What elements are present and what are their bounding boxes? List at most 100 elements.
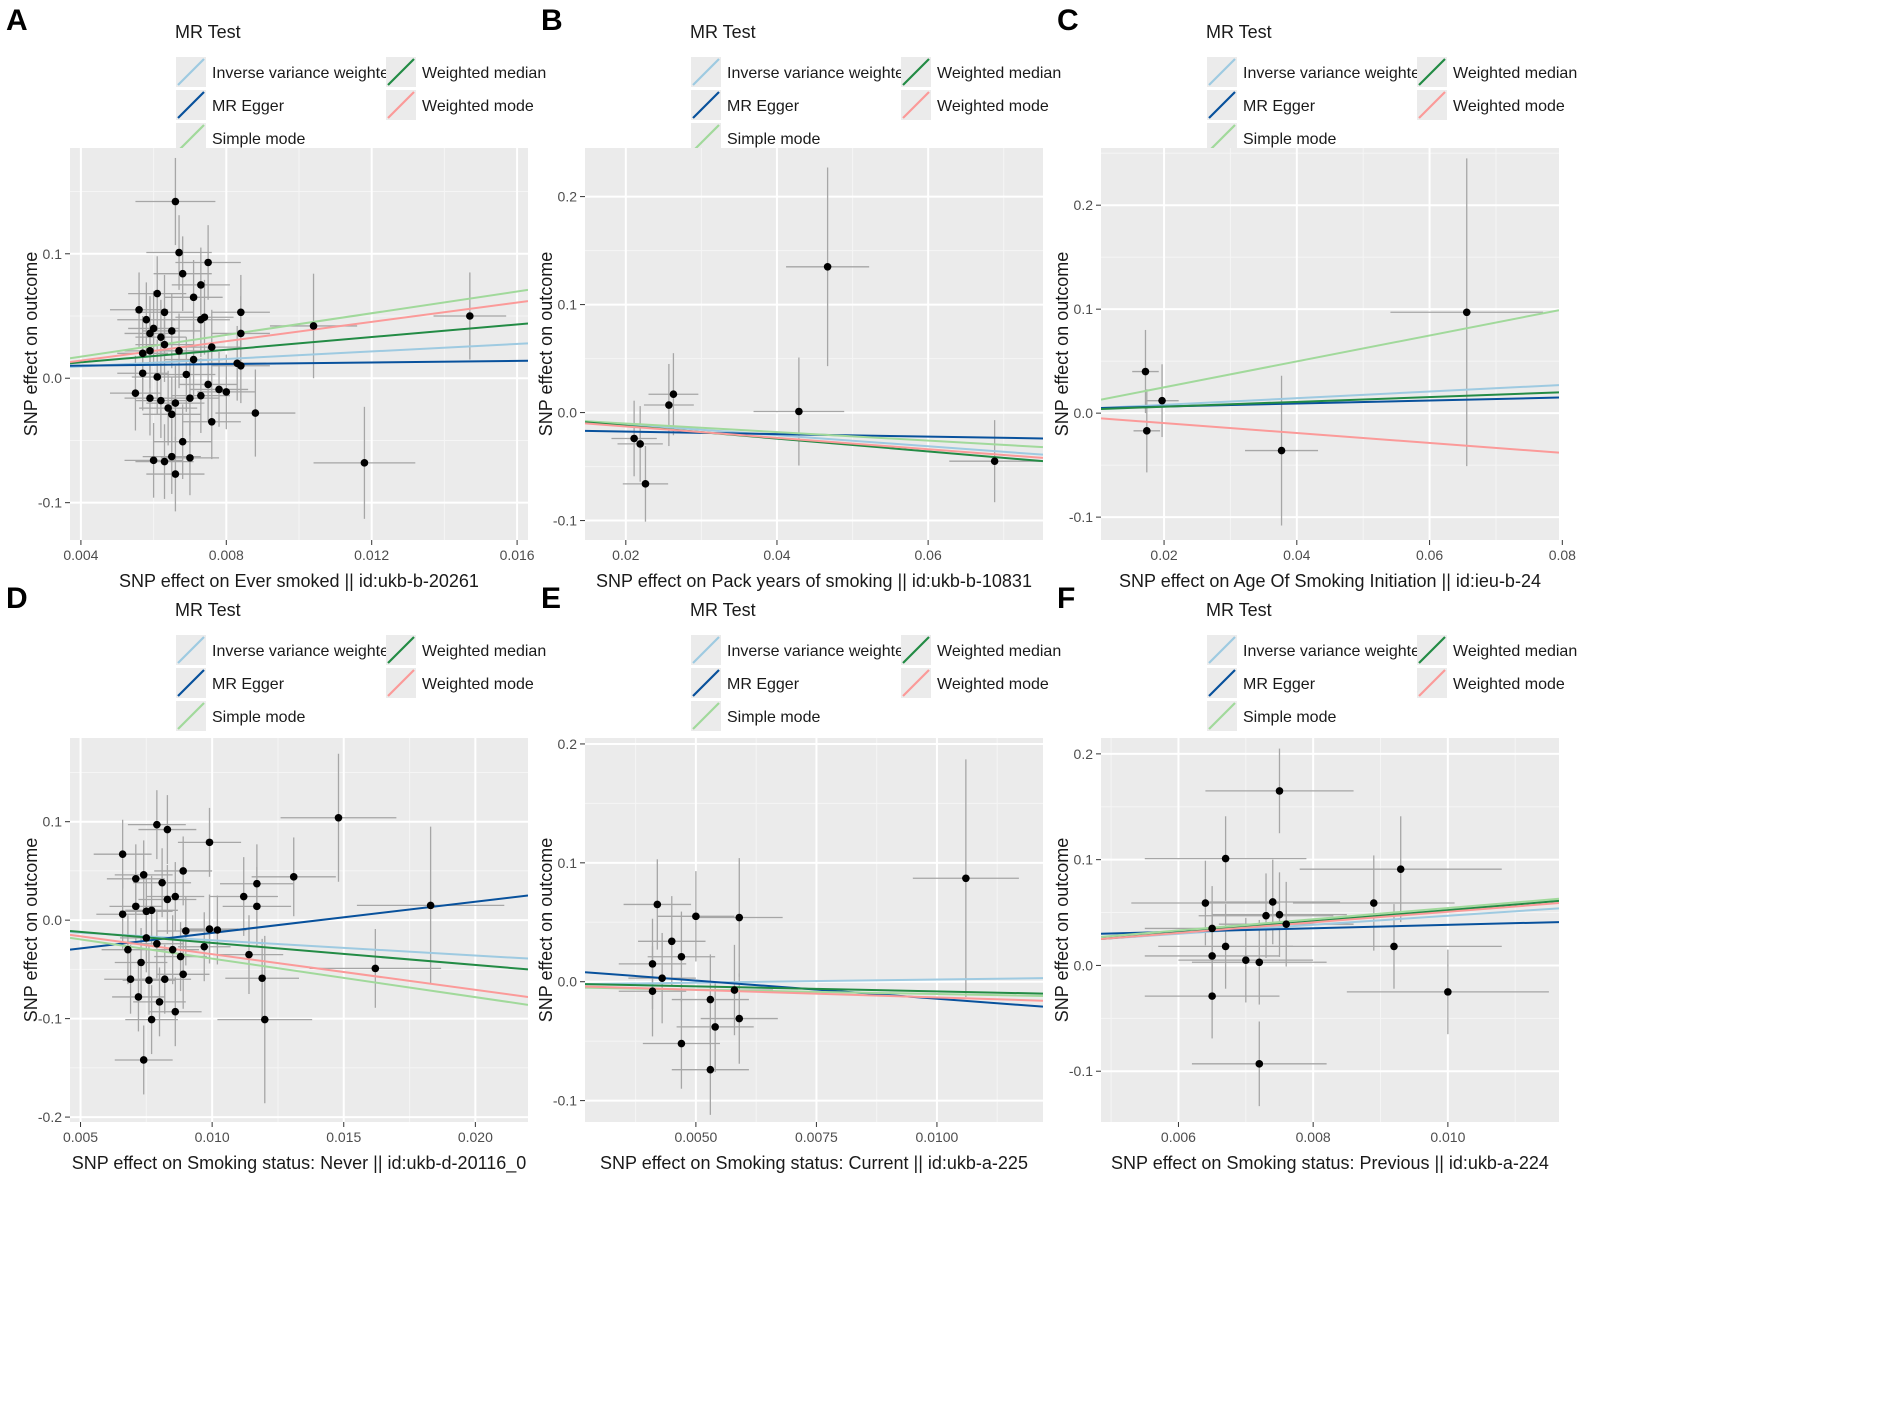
y-tick-label: 0.1 bbox=[43, 246, 63, 262]
snp-point bbox=[735, 913, 744, 922]
legend-label-egger: MR Egger bbox=[727, 98, 800, 115]
snp-point bbox=[706, 995, 715, 1004]
snp-point bbox=[253, 902, 261, 911]
snp-point bbox=[186, 454, 194, 462]
legend-key-ivw bbox=[177, 636, 205, 664]
snp-point bbox=[197, 315, 205, 324]
x-tick-label: 0.0100 bbox=[916, 1129, 959, 1145]
snp-point bbox=[466, 312, 474, 320]
legend-label-ivw: Inverse variance weighted bbox=[1243, 643, 1429, 660]
snp-point bbox=[182, 927, 190, 935]
snp-point bbox=[138, 369, 147, 378]
data-layer bbox=[1101, 748, 1559, 1107]
legend-key-egger bbox=[177, 91, 205, 119]
y-tick-label: 0.1 bbox=[1074, 301, 1094, 317]
snp-point bbox=[167, 410, 176, 419]
snp-point bbox=[1262, 911, 1270, 920]
snp-point bbox=[1158, 396, 1166, 405]
snp-point bbox=[132, 902, 140, 911]
snp-point bbox=[990, 457, 999, 465]
legend-key-ivw bbox=[1208, 58, 1236, 86]
legend-key-wmode bbox=[1418, 91, 1446, 119]
x-axis-label: SNP effect on Smoking status: Never || i… bbox=[72, 1153, 527, 1174]
snp-point bbox=[1221, 854, 1230, 863]
snp-point bbox=[1462, 308, 1471, 317]
y-tick-label: -0.1 bbox=[553, 513, 577, 529]
snp-point bbox=[245, 950, 253, 959]
y-tick-label: 0.2 bbox=[558, 736, 578, 752]
legend-label-simple: Simple mode bbox=[212, 709, 305, 726]
legend-key-egger bbox=[692, 91, 720, 119]
x-tick-label: 0.010 bbox=[195, 1129, 230, 1145]
legend-key-simple bbox=[1208, 124, 1236, 152]
panel-e: E MR Test Inverse variance weighted MR Egge… bbox=[536, 582, 1061, 1173]
fit-line-simple bbox=[70, 288, 528, 360]
legend: MR Test Inverse variance weighted MR Egger… bbox=[1206, 600, 1577, 731]
snp-point bbox=[213, 926, 222, 934]
snp-point bbox=[205, 925, 214, 933]
y-axis-label: SNP effect on outcome bbox=[21, 252, 41, 436]
x-axis-label: SNP effect on Smoking status: Previous |… bbox=[1111, 1153, 1549, 1173]
snp-point bbox=[157, 333, 165, 341]
x-tick-label: 0.02 bbox=[612, 547, 639, 563]
fit-line-ivw bbox=[1101, 384, 1559, 409]
legend-label-egger: MR Egger bbox=[1243, 98, 1316, 115]
fit-line-simple bbox=[1101, 309, 1559, 401]
snp-point bbox=[730, 986, 739, 994]
panel-letter: A bbox=[6, 4, 28, 37]
snp-point bbox=[204, 380, 212, 389]
x-axis-label: SNP effect on Ever smoked || id:ukb-b-20… bbox=[119, 571, 479, 591]
snp-point bbox=[171, 470, 180, 478]
x-tick-label: 0.010 bbox=[1430, 1129, 1465, 1145]
snp-point bbox=[134, 993, 143, 1001]
snp-point bbox=[630, 434, 638, 443]
y-tick-label: 0.0 bbox=[558, 974, 578, 990]
plot-background bbox=[1101, 738, 1559, 1122]
snp-point bbox=[215, 385, 223, 394]
fit-line-wmode bbox=[70, 933, 528, 998]
fit-line-wmedian bbox=[585, 983, 1043, 995]
legend-label-wmode: Weighted mode bbox=[422, 676, 534, 693]
legend-key-simple bbox=[177, 124, 205, 152]
y-tick-label: 0.2 bbox=[558, 189, 578, 205]
snp-point bbox=[139, 871, 148, 879]
x-tick-label: 0.0075 bbox=[795, 1129, 838, 1145]
snp-point bbox=[146, 347, 154, 355]
legend-title: MR Test bbox=[690, 600, 756, 620]
y-tick-label: 0.0 bbox=[558, 405, 578, 421]
x-tick-label: 0.02 bbox=[1150, 547, 1177, 563]
snp-point bbox=[147, 1015, 156, 1024]
snp-point bbox=[1275, 910, 1284, 919]
legend-label-egger: MR Egger bbox=[212, 98, 285, 115]
legend-label-wmode: Weighted mode bbox=[1453, 676, 1565, 693]
legend-key-wmedian bbox=[902, 636, 930, 664]
legend-label-wmode: Weighted mode bbox=[1453, 98, 1565, 115]
data-layer bbox=[70, 157, 528, 519]
snp-point bbox=[197, 391, 205, 400]
snp-point bbox=[147, 906, 156, 915]
snp-point bbox=[163, 895, 172, 904]
y-tick-label: 0.0 bbox=[1074, 405, 1094, 421]
panel-letter: E bbox=[541, 582, 561, 615]
plot-background bbox=[70, 738, 528, 1122]
snp-point bbox=[153, 939, 161, 948]
legend-title: MR Test bbox=[175, 22, 241, 42]
snp-point bbox=[1390, 942, 1398, 951]
snp-point bbox=[795, 407, 803, 416]
snp-point bbox=[163, 825, 172, 834]
snp-point bbox=[204, 258, 212, 267]
snp-point bbox=[168, 945, 177, 954]
panel-a: A MR Test Inverse variance weighted MR Egge… bbox=[6, 4, 546, 591]
legend-key-ivw bbox=[692, 58, 720, 86]
fit-line-ivw bbox=[70, 342, 528, 369]
snp-point bbox=[157, 396, 165, 405]
snp-point bbox=[155, 998, 164, 1006]
snp-point bbox=[146, 394, 154, 402]
x-tick-label: 0.08 bbox=[1549, 547, 1576, 563]
snp-point bbox=[146, 329, 154, 338]
snp-point bbox=[153, 289, 162, 298]
snp-point bbox=[171, 1007, 180, 1016]
legend-key-wmode bbox=[902, 91, 930, 119]
snp-point bbox=[962, 874, 970, 883]
data-layer bbox=[585, 759, 1043, 1115]
